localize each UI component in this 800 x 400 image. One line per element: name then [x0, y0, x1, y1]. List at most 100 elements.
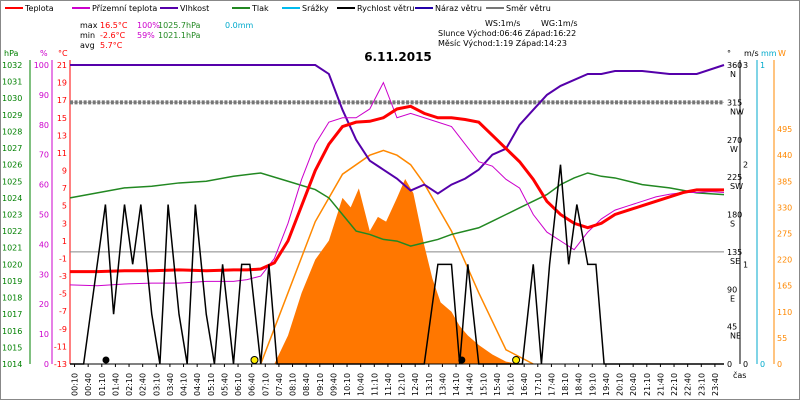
- wind-direction-point: [696, 100, 700, 105]
- wind-direction-point: [228, 100, 232, 105]
- tick-hpa: 1019: [2, 277, 22, 286]
- wind-direction-point: [387, 100, 391, 105]
- x-tick-label: 08:40: [302, 373, 311, 396]
- info-block: WS:1m/s WG:1m/s Slunce Východ:06:46 Zápa…: [438, 19, 578, 48]
- tick-deg: 90: [727, 285, 737, 294]
- x-tick-label: 05:40: [220, 373, 229, 396]
- x-tick-label: 13:10: [425, 373, 434, 396]
- x-tick-label: 01:40: [111, 373, 120, 396]
- wind-direction-point: [701, 100, 705, 105]
- wind-direction-point: [106, 100, 110, 105]
- x-tick-label: 10:10: [343, 373, 352, 396]
- x-tick-label: 07:40: [275, 373, 284, 396]
- wind-direction-point: [660, 100, 664, 105]
- x-tick-label: 22:10: [670, 373, 679, 396]
- x-tick-label: 15:10: [479, 373, 488, 396]
- x-tick-label: 04:10: [180, 373, 189, 396]
- wind-direction-point: [210, 100, 214, 105]
- wind-direction-point: [719, 100, 723, 105]
- stats-block: max 16.5°C 100% 1025.7hPa 0.0mm min -2.6…: [80, 21, 254, 50]
- legend-label: Srážky: [302, 4, 329, 13]
- tick-w: 275: [777, 230, 792, 239]
- wind-direction-point: [256, 100, 260, 105]
- tick-mm: 0: [760, 360, 765, 369]
- wind-direction-point: [247, 100, 251, 105]
- wind-direction-point: [201, 100, 205, 105]
- wind-direction-point: [474, 100, 478, 105]
- wind-direction-point: [624, 100, 628, 105]
- wind-direction-point: [147, 100, 151, 105]
- tick-celsius: 5: [62, 202, 67, 211]
- stat-max-label: max: [80, 21, 98, 30]
- tick-w: 330: [777, 203, 792, 212]
- wind-direction-point: [637, 100, 641, 105]
- axis-ticks: 1032103110301029102810271026102510241023…: [2, 61, 792, 369]
- sunrise-marker: [250, 356, 259, 364]
- wind-direction-point: [156, 100, 160, 105]
- wind-direction-point: [129, 100, 133, 105]
- x-tick-label: 11:40: [384, 373, 393, 396]
- info-wg: WG:1m/s: [541, 19, 578, 28]
- x-tick-label: 22:40: [684, 373, 693, 396]
- tick-celsius: -1: [59, 254, 67, 263]
- tick-pct: 100: [34, 61, 49, 70]
- x-tick-label: 15:40: [493, 373, 502, 396]
- wind-direction-point: [710, 100, 714, 105]
- tick-celsius: 17: [57, 96, 67, 105]
- x-tick-label: 11:10: [370, 373, 379, 396]
- wind-direction-point: [374, 100, 378, 105]
- tick-ms: 2: [743, 161, 748, 170]
- wind-direction-point: [397, 100, 400, 105]
- tick-pct: 20: [39, 300, 49, 309]
- axis-label-celsius: °C: [58, 49, 68, 58]
- wind-direction-point: [197, 100, 201, 105]
- wind-direction-point: [446, 100, 450, 105]
- x-tick-label: 17:40: [547, 373, 556, 396]
- wind-direction-point: [714, 100, 718, 105]
- x-tick-label: 23:40: [711, 373, 720, 396]
- wind-direction-point: [578, 100, 582, 105]
- tick-pct: 40: [39, 240, 49, 249]
- series-humidity: [70, 64, 725, 195]
- wind-direction-point: [510, 100, 514, 105]
- axis-label-mm: mm: [761, 49, 777, 58]
- x-tick-label: 00:40: [84, 373, 93, 396]
- wind-direction-point: [683, 100, 687, 105]
- axis-label-w: W: [778, 49, 786, 58]
- wind-direction-point: [515, 100, 519, 105]
- wind-direction-point: [628, 100, 632, 105]
- tick-hpa: 1020: [2, 260, 22, 269]
- wind-direction-point: [687, 100, 691, 105]
- wind-direction-point: [265, 100, 269, 105]
- wind-direction-point: [251, 100, 255, 105]
- tick-ms: 1: [743, 260, 748, 269]
- wind-direction-point: [328, 100, 332, 105]
- wind-direction-point: [188, 100, 192, 105]
- legend-label: Náraz větru: [435, 4, 482, 13]
- x-tick-label: 05:10: [207, 373, 216, 396]
- wind-direction-point: [324, 100, 328, 105]
- tick-pct: 0: [44, 360, 49, 369]
- wind-direction-point: [705, 100, 709, 105]
- wind-direction-point: [605, 100, 609, 105]
- tick-hpa: 1021: [2, 244, 22, 253]
- wind-direction-point: [519, 100, 523, 105]
- wind-direction-point: [215, 100, 219, 105]
- wind-direction-point: [306, 100, 310, 105]
- legend-label: Vlhkost: [180, 4, 209, 13]
- wind-direction-point: [692, 100, 696, 105]
- wind-direction-point: [160, 100, 164, 105]
- wind-direction-point: [506, 100, 509, 105]
- x-tick-label: 09:40: [329, 373, 338, 396]
- moonset-marker: [458, 356, 466, 364]
- tick-direction: E: [730, 294, 735, 303]
- x-tick-label: 12:10: [398, 373, 407, 396]
- wind-direction-point: [174, 100, 178, 105]
- wind-direction-point: [601, 100, 605, 105]
- wind-direction-point: [555, 100, 559, 105]
- wind-direction-point: [456, 100, 460, 105]
- wind-direction-point: [406, 100, 410, 105]
- wind-direction-point: [451, 100, 455, 105]
- tick-celsius: -11: [54, 342, 67, 351]
- tick-celsius: -7: [59, 307, 67, 316]
